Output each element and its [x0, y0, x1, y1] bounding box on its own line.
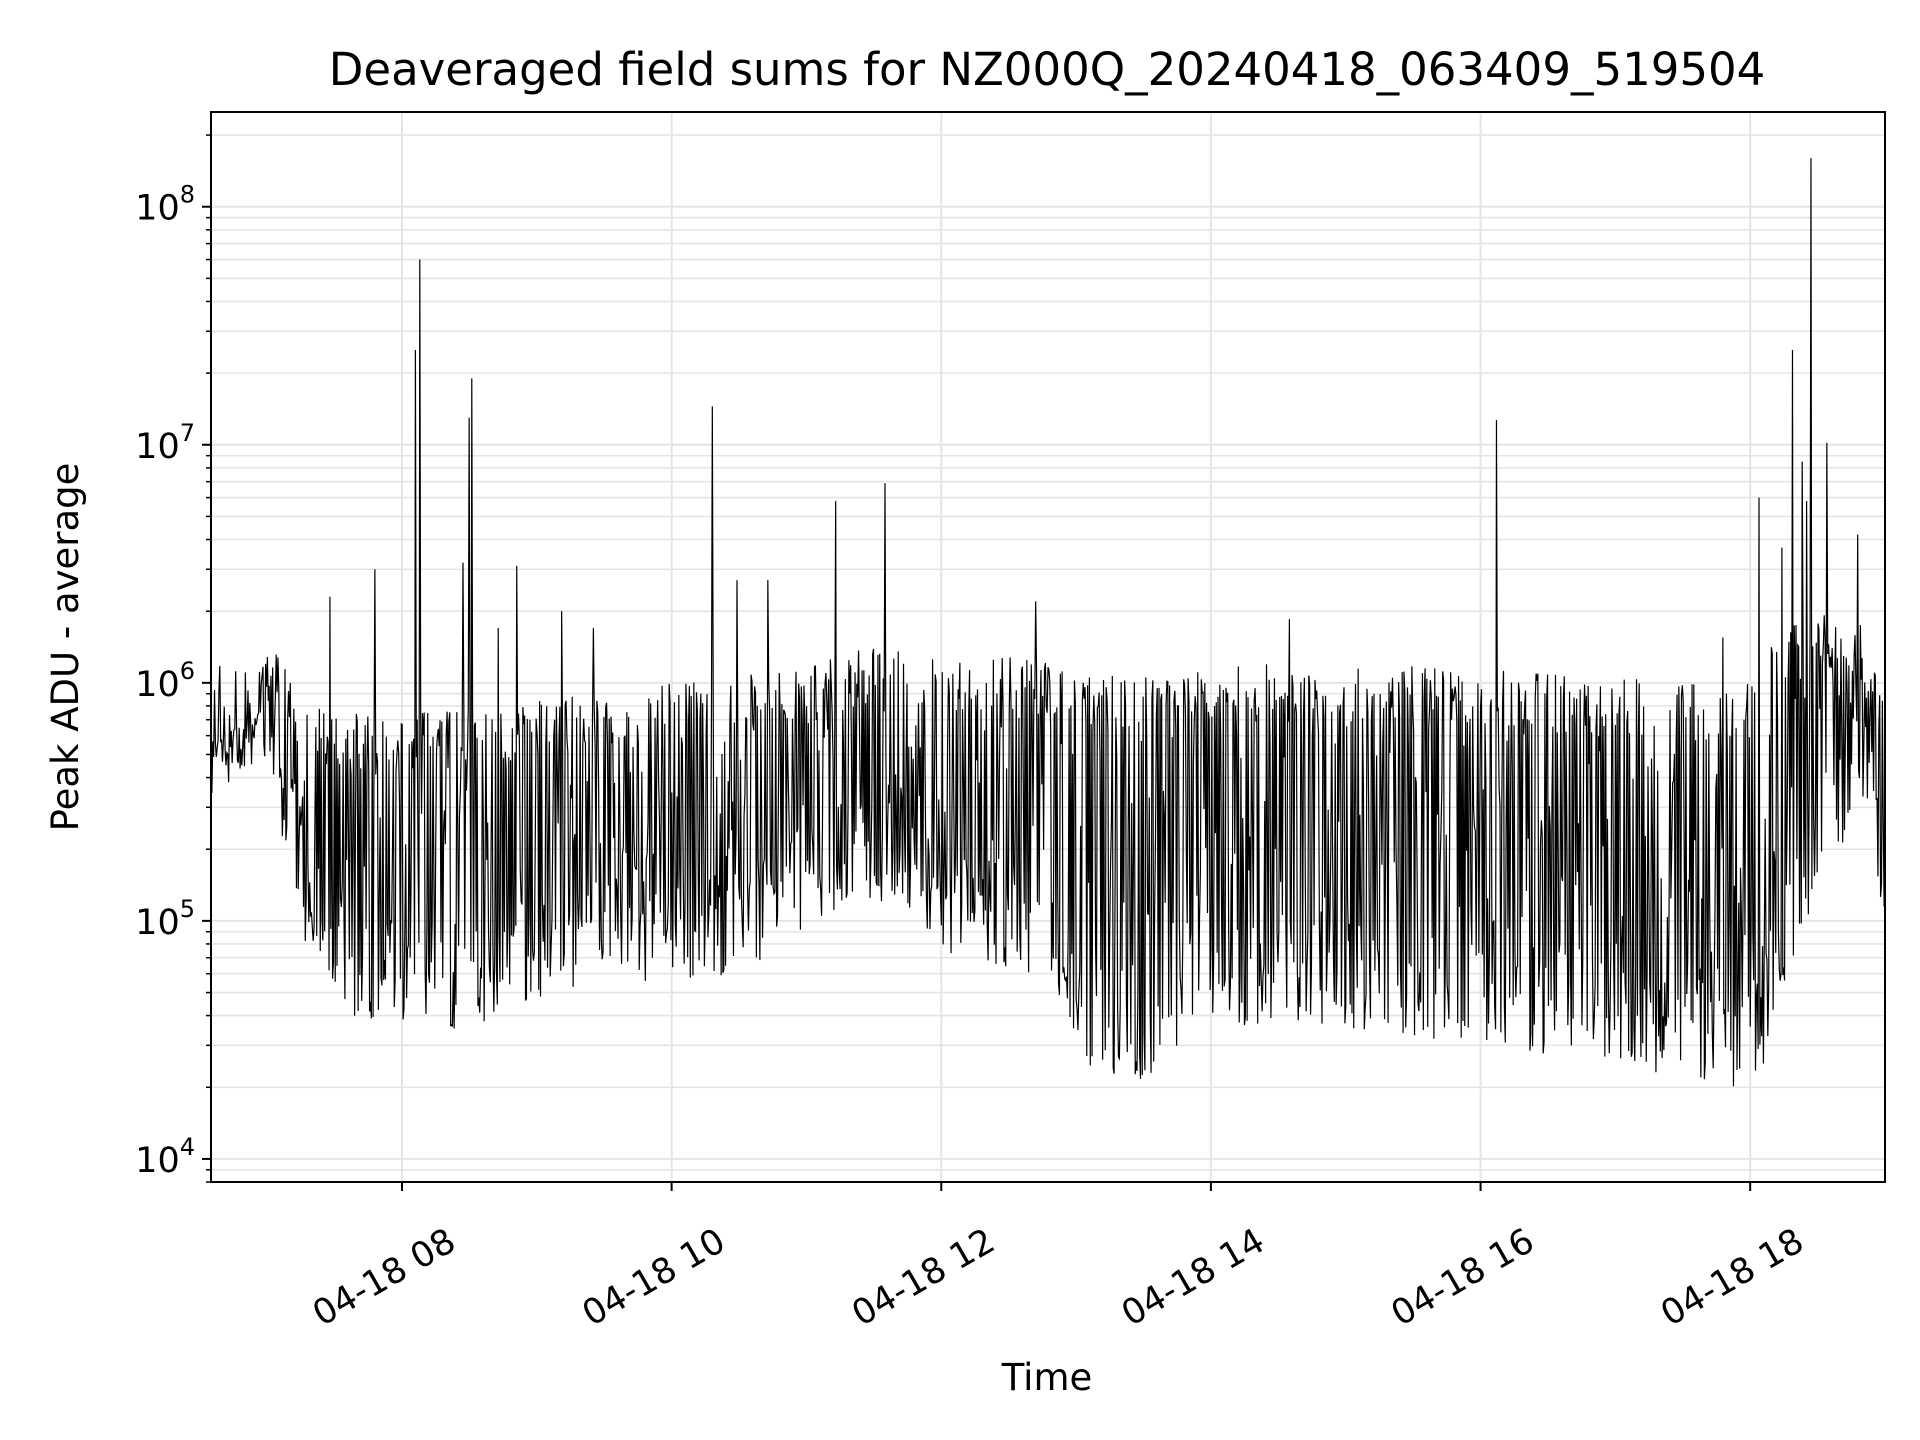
series-path	[210, 158, 1886, 1087]
y-tick-label: 106	[135, 657, 195, 705]
y-tick-label: 107	[135, 419, 195, 467]
plot-frame	[210, 111, 1886, 1183]
y-tick-label: 104	[135, 1133, 195, 1181]
chart-title: Deaveraged field sums for NZ000Q_2024041…	[329, 43, 1765, 96]
y-tick-label: 105	[135, 895, 195, 943]
y-axis-label: Peak ADU - average	[44, 463, 87, 832]
y-tick-label: 108	[135, 181, 195, 229]
x-axis-label: Time	[1001, 1356, 1093, 1399]
y-axis: 104 105 106 107 108	[135, 134, 211, 1183]
series-line	[210, 158, 1886, 1087]
